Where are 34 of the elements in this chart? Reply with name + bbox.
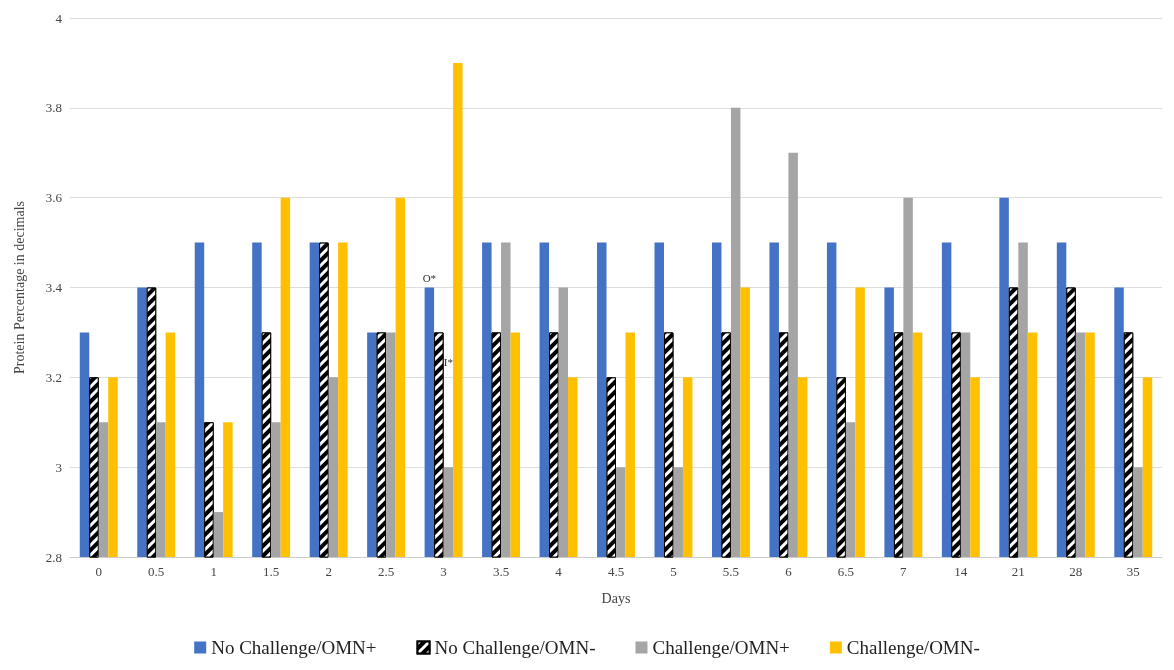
x-tick-label: 1 [210,564,217,579]
x-tick-label: 5 [670,564,677,579]
x-tick-label: 6.5 [837,564,855,579]
y-tick-label: 3.8 [45,100,62,116]
x-tick-label: 3.5 [492,564,510,579]
x-tick-label: 14 [954,564,968,579]
legend-label: No Challenge/OMN- [434,637,596,658]
annotation: O* [422,272,437,284]
x-tick-label: 35 [1126,564,1140,579]
y-axis-title: Protein Percentage in decimals [11,201,27,374]
x-tick-label: 4.5 [607,564,625,579]
x-tick-label: 21 [1011,564,1025,579]
legend-label: No Challenge/OMN+ [211,637,377,658]
x-tick-label: 2 [325,564,332,579]
y-tick-label: 3.2 [45,369,62,385]
x-tick-label: 5.5 [722,564,740,579]
legend-label: Challenge/OMN- [846,637,980,658]
x-tick-label: 0 [95,564,102,579]
x-tick-label: 1.5 [263,564,280,579]
y-tick-label: 3.4 [45,280,63,295]
y-tick-label: 4 [55,10,63,26]
annotation: I* [443,355,453,368]
x-tick-label: 6 [785,564,793,579]
x-tick-label: 0.5 [148,564,165,579]
x-tick-label: 7 [900,564,908,579]
y-tick-label: 3 [55,459,62,475]
x-tick-label: 3 [440,564,447,579]
x-axis-title: Days [601,590,631,606]
legend-label: Challenge/OMN+ [652,637,790,658]
x-tick-label: 28 [1069,564,1083,579]
x-tick-label: 4 [555,564,563,579]
y-tick-label: 2.8 [45,549,62,565]
x-tick-label: 2.5 [377,564,395,579]
y-tick-label: 3.6 [45,190,63,206]
